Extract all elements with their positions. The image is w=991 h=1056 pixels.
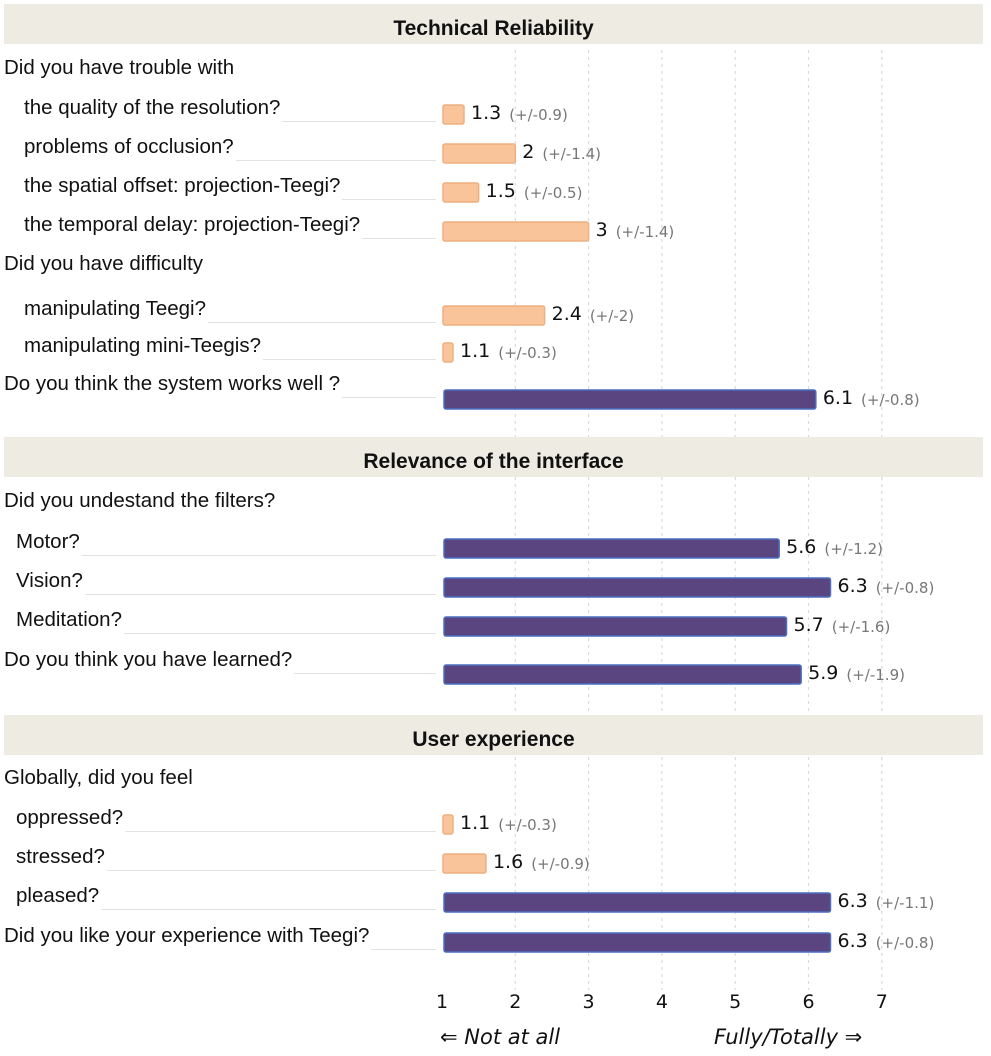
question-label: Did you like your experience with Teegi? — [4, 924, 370, 947]
section-band: User experience — [4, 715, 983, 755]
bar — [442, 221, 590, 242]
leader-line — [81, 555, 436, 556]
question-label: Motor? — [16, 530, 80, 553]
section-title: Relevance of the interface — [363, 450, 624, 473]
bar — [443, 577, 832, 598]
error-label: (+/-2) — [589, 307, 635, 325]
value-label: 6.3 — [837, 930, 868, 952]
question-label: Do you think the system works well ? — [4, 372, 341, 395]
section-title: User experience — [412, 728, 575, 751]
error-label: (+/-1.4) — [615, 223, 675, 241]
value-label: 1.1 — [460, 340, 491, 362]
leader-line — [106, 870, 436, 871]
value-label: 1.1 — [460, 812, 491, 834]
group-heading: Globally, did you feel — [4, 766, 193, 789]
leader-line — [362, 238, 436, 239]
section-title: Technical Reliability — [393, 17, 594, 40]
bar — [442, 853, 487, 874]
leader-line — [84, 594, 436, 595]
value-label: 2 — [522, 141, 535, 163]
x-tick-label: 6 — [802, 991, 815, 1013]
error-label: (+/-0.9) — [531, 855, 590, 873]
x-axis-right-caption: Fully/Totally ⇒ — [714, 1025, 863, 1049]
question-label: Do you think you have learned? — [4, 648, 293, 671]
value-label: 2.4 — [551, 303, 582, 325]
error-label: (+/-0.8) — [875, 934, 935, 952]
value-label: 6.3 — [837, 890, 868, 912]
bar — [442, 305, 546, 326]
error-label: (+/-1.6) — [831, 618, 891, 636]
bar — [442, 814, 454, 835]
x-tick-label: 1 — [435, 991, 449, 1013]
x-tick-label: 2 — [509, 991, 522, 1013]
bar — [442, 182, 480, 203]
x-tick-label: 5 — [729, 991, 742, 1013]
value-label: 1.3 — [470, 102, 502, 124]
question-label: stressed? — [16, 845, 105, 868]
error-label: (+/-0.3) — [498, 344, 557, 362]
question-label: the temporal delay: projection-Teegi? — [24, 213, 361, 236]
x-tick-label: 3 — [582, 991, 595, 1013]
error-label: (+/-0.8) — [875, 579, 935, 597]
leader-line — [101, 909, 436, 910]
value-label: 6.1 — [822, 387, 854, 409]
leader-line — [263, 359, 436, 360]
error-label: (+/-1.2) — [824, 540, 883, 558]
section-band: Relevance of the interface — [4, 437, 983, 477]
question-label: Meditation? — [16, 608, 122, 631]
group-heading: Did you have difficulty — [4, 252, 204, 275]
question-label: the quality of the resolution? — [24, 96, 281, 119]
leader-line — [294, 673, 436, 674]
error-label: (+/-0.8) — [861, 391, 920, 409]
value-label: 5.9 — [808, 662, 839, 684]
error-label: (+/-0.3) — [498, 816, 557, 834]
section-band: Technical Reliability — [4, 4, 983, 44]
x-tick-label: 4 — [655, 991, 668, 1013]
value-label: 1.5 — [485, 180, 516, 202]
x-axis-left-caption: ⇐ Not at all — [440, 1025, 561, 1049]
question-label: oppressed? — [16, 806, 124, 829]
question-label: manipulating mini-Teegis? — [24, 334, 262, 357]
question-label: problems of occlusion? — [24, 135, 234, 158]
question-label: pleased? — [16, 884, 100, 907]
value-label: 6.3 — [837, 575, 868, 597]
bar — [443, 389, 817, 410]
leader-line — [207, 322, 436, 323]
question-label: the spatial offset: projection-Teegi? — [24, 174, 341, 197]
error-label: (+/-0.9) — [509, 106, 568, 124]
leader-line — [282, 121, 436, 122]
bar — [443, 538, 780, 559]
error-label: (+/-0.5) — [523, 184, 583, 202]
bar — [443, 932, 832, 953]
leader-line — [235, 160, 436, 161]
value-label: 1.6 — [492, 851, 524, 873]
bar — [442, 104, 465, 125]
group-heading: Did you undestand the filters? — [4, 489, 276, 512]
error-label: (+/-1.9) — [846, 666, 905, 684]
error-label: (+/-1.1) — [875, 894, 935, 912]
x-tick-label: 7 — [875, 991, 888, 1013]
leader-line — [342, 397, 436, 398]
bar — [442, 342, 454, 363]
leader-line — [125, 831, 436, 832]
value-label: 5.6 — [786, 536, 817, 558]
leader-line — [342, 199, 436, 200]
bar — [442, 143, 517, 164]
error-label: (+/-1.4) — [542, 145, 601, 163]
bar — [443, 892, 832, 913]
value-label: 3 — [595, 219, 608, 241]
leader-line — [123, 633, 436, 634]
bar — [443, 664, 802, 685]
question-label: manipulating Teegi? — [24, 297, 206, 320]
question-label: Vision? — [16, 569, 83, 592]
value-label: 5.7 — [793, 614, 824, 636]
bar — [443, 616, 788, 637]
leader-line — [371, 949, 436, 950]
group-heading: Did you have trouble with — [4, 56, 235, 79]
